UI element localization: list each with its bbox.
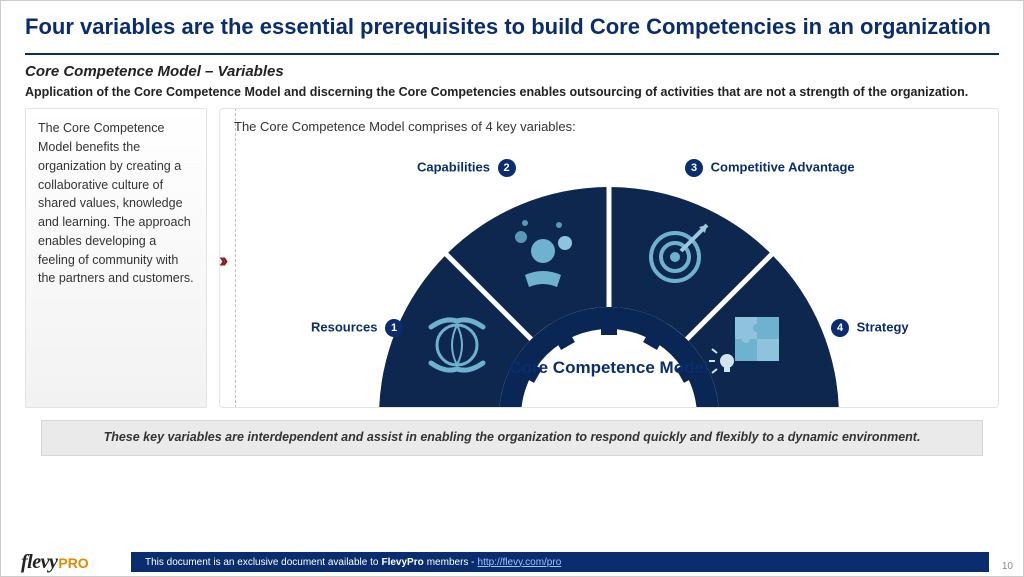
footer-text-bold: FlevyPro [381,557,423,568]
body-row: The Core Competence Model benefits the o… [1,108,1023,408]
variable-1-label: Resources [311,320,377,335]
variable-2-badge: 2 [498,159,516,177]
page-title: Four variables are the essential prerequ… [25,13,999,41]
variable-3-label: Competitive Advantage [711,160,855,175]
page-number: 10 [1002,561,1013,572]
slide: Four variables are the essential prerequ… [0,0,1024,577]
brand-main: flevy [21,551,57,574]
variable-3: 3 Competitive Advantage [681,159,855,177]
center-label: Core Competence Model [509,357,709,378]
sidebar-note: The Core Competence Model benefits the o… [25,108,207,408]
brand-logo: flevy PRO [1,551,131,574]
sidebar-text: The Core Competence Model benefits the o… [38,121,194,285]
variable-1-badge: 1 [385,319,403,337]
footer: flevy PRO This document is an exclusive … [1,548,1023,576]
panel-lead: The Core Competence Model comprises of 4… [234,119,984,134]
subtitle: Core Competence Model – Variables [1,55,1023,82]
variable-4-label: Strategy [857,320,909,335]
variable-2: Capabilities 2 [417,159,520,177]
title-bar: Four variables are the essential prerequ… [1,1,1023,47]
variable-3-badge: 3 [685,159,703,177]
footer-text-post: members - [427,557,475,568]
footer-text-pre: This document is an exclusive document a… [145,557,378,568]
lead-text: Application of the Core Competence Model… [1,82,1023,109]
footer-link[interactable]: http://flevy.com/pro [478,557,562,568]
footer-bar: This document is an exclusive document a… [131,552,989,572]
variable-4: 4 Strategy [827,319,909,337]
main-panel: The Core Competence Model comprises of 4… [219,108,999,408]
semi-donut-diagram: Resources 1 Capabilities 2 3 Competitive… [329,147,889,408]
variable-2-label: Capabilities [417,160,490,175]
variable-1: Resources 1 [311,319,407,337]
caption-box: These key variables are interdependent a… [41,420,983,456]
brand-sub: PRO [58,555,88,571]
caption-text: These key variables are interdependent a… [104,430,921,444]
variable-4-badge: 4 [831,319,849,337]
